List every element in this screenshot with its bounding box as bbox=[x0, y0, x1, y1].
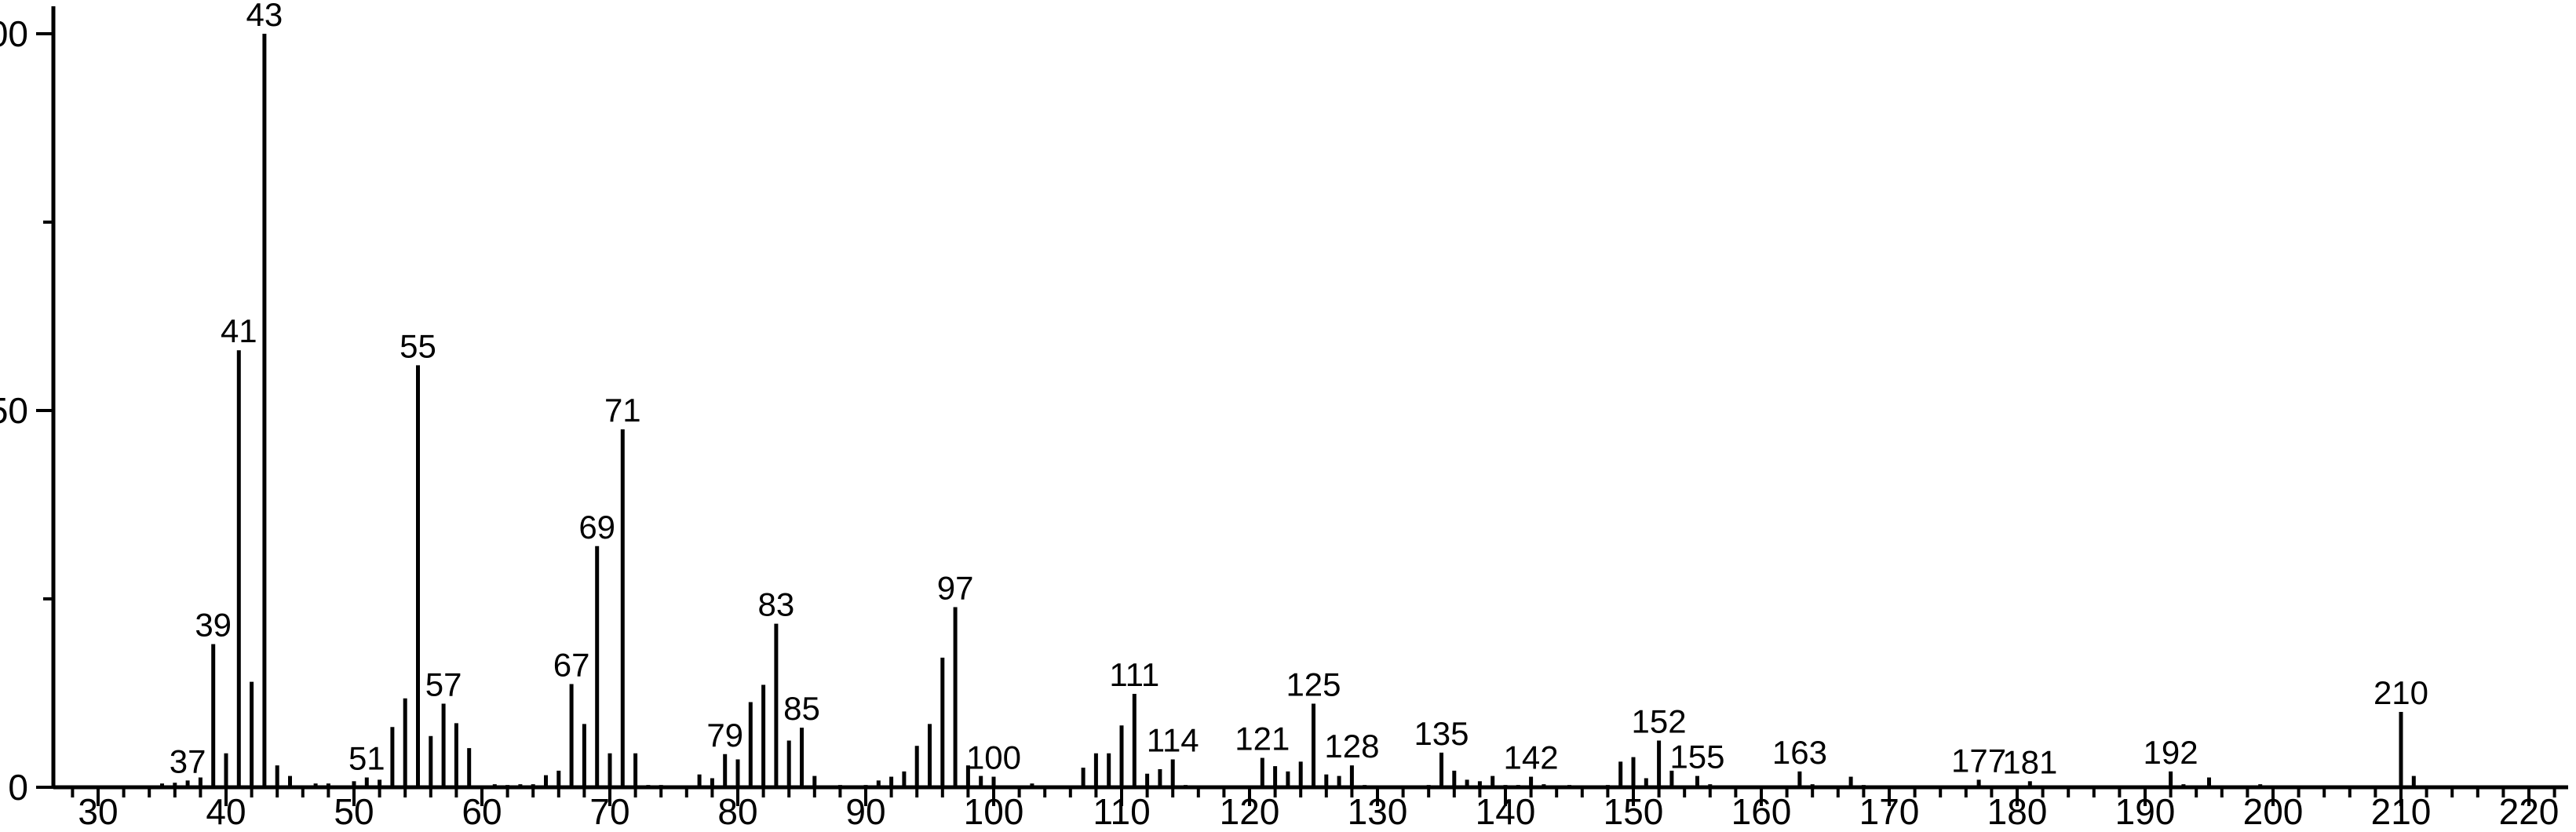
peak-label: 111 bbox=[1109, 656, 1159, 693]
x-tick-label: 130 bbox=[1348, 791, 1408, 832]
x-tick-label: 190 bbox=[2115, 791, 2176, 832]
x-tick-label: 50 bbox=[334, 791, 374, 832]
peak-label: 177 bbox=[1951, 742, 2006, 779]
peak-label: 79 bbox=[706, 717, 743, 754]
peak-label: 67 bbox=[553, 646, 590, 683]
peak-label: 71 bbox=[604, 392, 641, 429]
x-tick-label: 120 bbox=[1220, 791, 1280, 832]
peak-label: 55 bbox=[400, 327, 436, 364]
x-tick-label: 200 bbox=[2243, 791, 2304, 832]
x-tick-label: 100 bbox=[964, 791, 1024, 832]
x-tick-label: 40 bbox=[206, 791, 246, 832]
peak-label: 152 bbox=[1632, 702, 1687, 739]
peak-label: 125 bbox=[1286, 666, 1341, 702]
peak-label: 181 bbox=[2002, 743, 2057, 780]
peak-label: 83 bbox=[758, 586, 795, 623]
peak-label: 39 bbox=[195, 607, 232, 644]
x-tick-label: 70 bbox=[589, 791, 629, 832]
peak-label: 97 bbox=[937, 570, 974, 607]
x-tick-label: 210 bbox=[2371, 791, 2432, 832]
peak-label: 37 bbox=[170, 743, 206, 779]
peak-label: 192 bbox=[2144, 734, 2198, 771]
peak-label: 135 bbox=[1414, 715, 1469, 752]
peak-label: 210 bbox=[2373, 674, 2428, 711]
x-tick-label: 180 bbox=[1987, 791, 2048, 832]
peak-label: 43 bbox=[246, 0, 283, 33]
peak-label: 121 bbox=[1235, 721, 1290, 757]
x-tick-label: 160 bbox=[1731, 791, 1792, 832]
x-tick-label: 80 bbox=[717, 791, 757, 832]
peak-label: 41 bbox=[221, 312, 257, 349]
peak-label: 142 bbox=[1504, 739, 1559, 776]
peak-label: 114 bbox=[1147, 721, 1199, 758]
peak-label: 155 bbox=[1669, 739, 1724, 775]
peak-label: 128 bbox=[1324, 728, 1379, 764]
peak-label: 57 bbox=[425, 666, 462, 702]
y-tick-label: 50 bbox=[0, 390, 28, 431]
x-tick-label: 170 bbox=[1859, 791, 1920, 832]
peak-label: 100 bbox=[966, 739, 1021, 776]
x-tick-label: 30 bbox=[78, 791, 118, 832]
peak-label: 69 bbox=[578, 509, 615, 546]
peak-label: 85 bbox=[783, 690, 820, 727]
x-tick-label: 150 bbox=[1604, 791, 1664, 832]
x-tick-label: 140 bbox=[1476, 791, 1536, 832]
x-tick-label: 90 bbox=[845, 791, 885, 832]
peak-label: 163 bbox=[1772, 734, 1827, 771]
y-tick-label: 100 bbox=[0, 13, 28, 54]
x-tick-label: 220 bbox=[2499, 791, 2560, 832]
peak-label: 51 bbox=[348, 740, 385, 777]
x-tick-label: 110 bbox=[1093, 791, 1150, 832]
y-tick-label: 0 bbox=[8, 767, 28, 808]
x-tick-label: 60 bbox=[462, 791, 502, 832]
